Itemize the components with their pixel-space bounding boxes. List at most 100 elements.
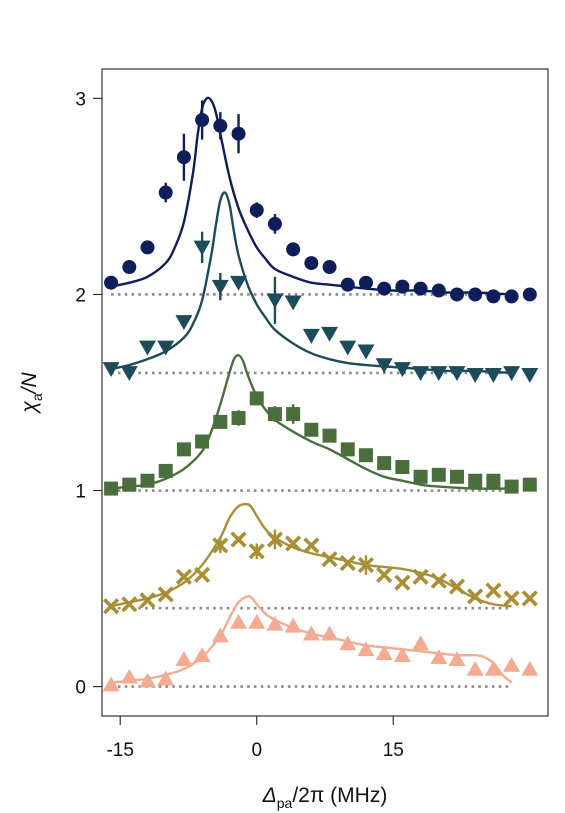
data-point	[358, 275, 373, 290]
data-point	[286, 407, 301, 422]
y-axis-label-rest: /N	[18, 372, 41, 396]
data-point	[466, 368, 484, 383]
fit-curve	[110, 191, 512, 375]
data-point	[157, 340, 175, 356]
data-point	[122, 260, 137, 275]
data-point	[395, 279, 410, 294]
data-point	[504, 289, 519, 304]
data-point	[503, 366, 521, 381]
data-point	[158, 463, 173, 478]
data-point	[230, 275, 248, 291]
data-point	[521, 660, 539, 676]
data-point	[104, 275, 119, 290]
data-point	[157, 586, 174, 603]
axes-layer: 0 1 2 3 -15 0 15	[75, 89, 403, 761]
data-point	[377, 456, 392, 471]
data-point	[468, 473, 483, 488]
data-point	[213, 118, 228, 133]
data-point	[340, 277, 355, 292]
data-point	[413, 469, 428, 484]
data-point	[431, 467, 446, 482]
y-axis-label-symbol: χ	[18, 401, 41, 415]
data-point	[303, 537, 320, 554]
data-point	[486, 289, 501, 304]
data-point	[522, 477, 537, 492]
data-point	[284, 617, 302, 633]
data-point	[193, 647, 211, 663]
data-point	[522, 287, 537, 302]
data-point	[358, 448, 373, 463]
data-point	[249, 203, 264, 218]
data-point	[284, 295, 302, 311]
data-point	[248, 543, 265, 560]
data-point	[449, 469, 464, 484]
data-point	[230, 531, 247, 548]
data-point	[140, 240, 155, 255]
data-point	[377, 281, 392, 296]
x-axis-label-subscript: pa	[277, 795, 293, 811]
x-axis-label: Δpa/2π (MHz)	[262, 784, 388, 811]
data-point	[176, 150, 191, 165]
data-point	[102, 676, 120, 692]
data-point	[448, 651, 466, 666]
y-tick-label: 0	[75, 678, 86, 699]
data-point	[102, 362, 120, 378]
x-tick-label: 15	[383, 740, 404, 761]
data-point	[321, 326, 339, 342]
y-axis-label: χa/N	[18, 372, 45, 415]
data-point	[321, 625, 339, 641]
data-point	[339, 635, 357, 651]
data-point	[195, 434, 210, 449]
data-point	[104, 481, 119, 496]
data-point	[321, 551, 338, 568]
data-point	[466, 660, 484, 676]
data-point	[139, 672, 157, 688]
data-point	[322, 260, 337, 275]
data-point	[302, 625, 320, 641]
fit-curves-layer	[110, 96, 513, 684]
data-points-layer	[102, 112, 539, 692]
data-point	[394, 574, 411, 591]
data-point	[412, 366, 430, 381]
data-point	[211, 279, 229, 295]
data-point	[375, 645, 393, 661]
data-point	[231, 410, 246, 425]
data-point	[393, 362, 411, 378]
data-point	[503, 590, 520, 607]
data-point	[486, 473, 501, 488]
data-point	[175, 568, 192, 585]
data-point	[395, 460, 410, 475]
data-point	[339, 340, 357, 356]
data-point	[140, 473, 155, 488]
data-point	[248, 613, 266, 629]
data-point	[139, 340, 157, 356]
data-point	[304, 422, 319, 437]
data-point	[376, 566, 393, 583]
error-bars-layer	[164, 100, 368, 575]
data-point	[485, 582, 502, 599]
data-point	[194, 566, 211, 583]
data-point	[211, 627, 229, 643]
baselines-layer	[111, 293, 512, 688]
fit-curve	[110, 96, 512, 296]
data-point	[431, 283, 446, 298]
data-point	[357, 641, 375, 657]
data-point	[430, 366, 448, 381]
data-point	[175, 651, 193, 666]
data-point	[139, 592, 156, 609]
x-tick-label: -15	[106, 740, 133, 761]
data-point	[504, 479, 519, 494]
data-point	[266, 615, 284, 631]
data-point	[357, 556, 375, 574]
data-point	[448, 366, 466, 381]
data-point	[412, 635, 430, 651]
data-point	[120, 366, 138, 381]
data-point	[430, 572, 447, 589]
data-point	[213, 414, 228, 429]
data-point	[521, 368, 539, 383]
data-point	[195, 112, 210, 127]
plot-frame	[101, 68, 549, 717]
data-point	[176, 442, 191, 457]
data-point	[467, 588, 484, 605]
x-axis-label-symbol: Δ	[262, 784, 277, 807]
